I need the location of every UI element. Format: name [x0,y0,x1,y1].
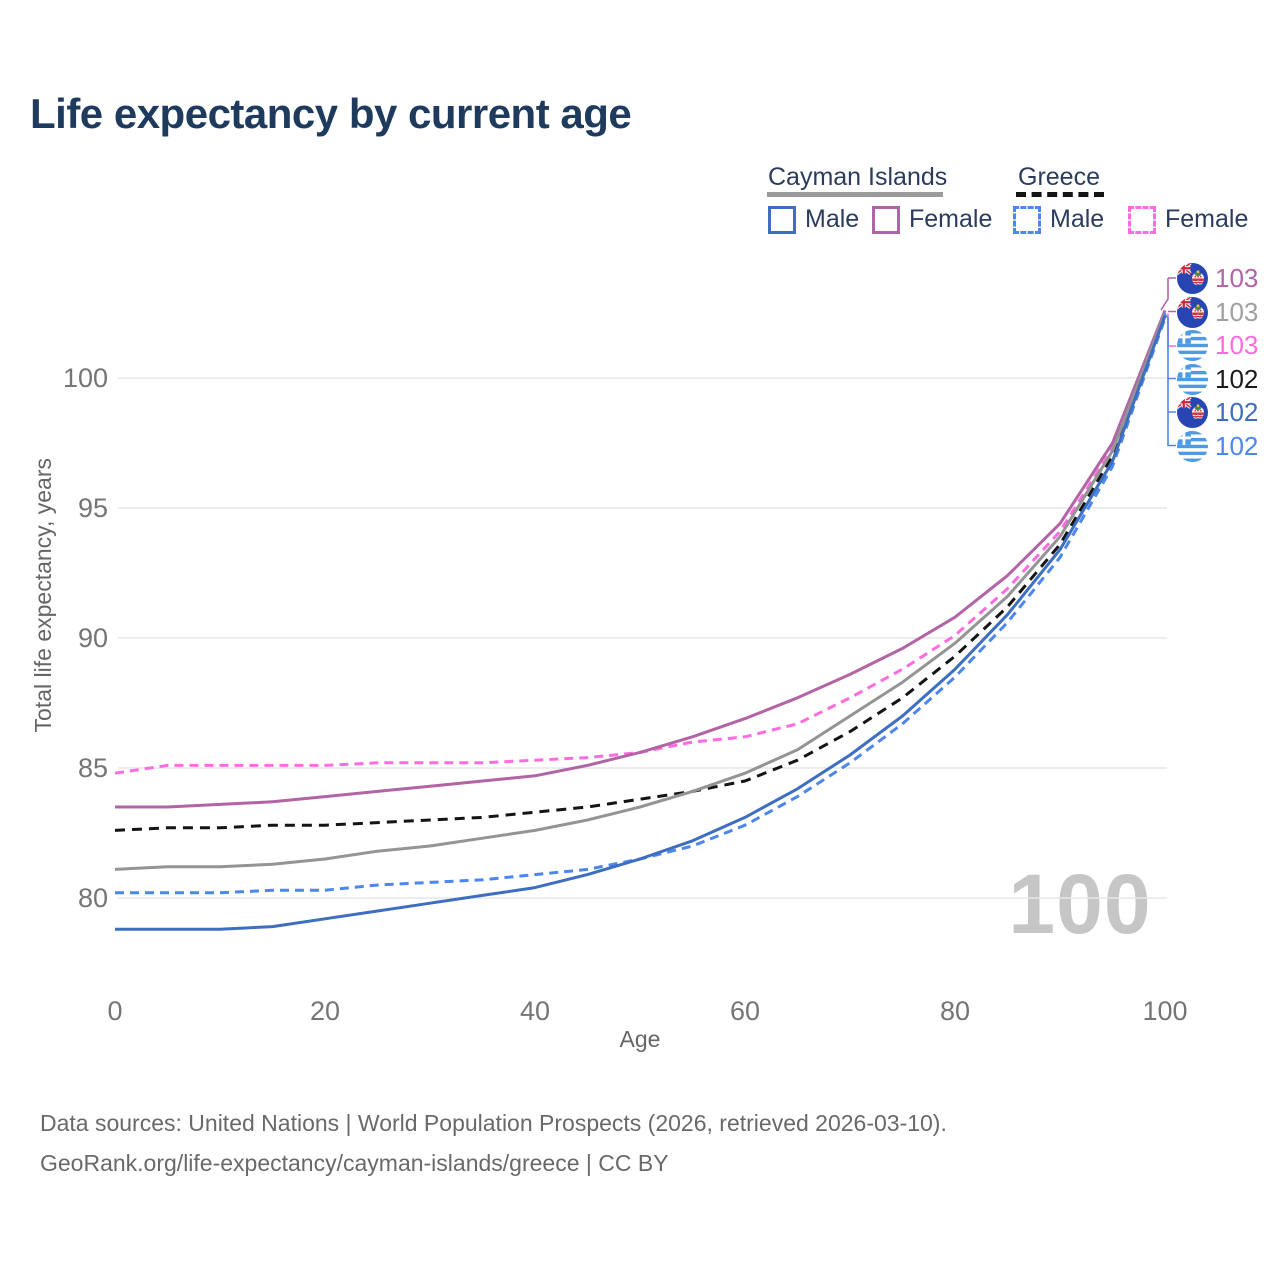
end-label-row-greece-103: 103 [1177,330,1258,361]
cayman-islands-flag-icon [1177,263,1208,294]
legend-group-cayman-islands[interactable]: Cayman Islands [768,163,948,191]
x-axis-title: Age [619,1026,661,1052]
x-tick-label-0: 0 [107,996,123,1026]
legend-item-cayman-male[interactable]: Male [768,205,859,234]
end-label-leader-line [1167,313,1176,347]
legend-swatch-greece-female [1128,205,1156,234]
legend-item-cayman-female[interactable]: Female [872,205,992,234]
footer-attribution: GeoRank.org/life-expectancy/cayman-islan… [40,1150,669,1176]
end-label-row-cayman-103: 103 [1177,263,1258,294]
x-tick-label-40: 40 [519,996,551,1026]
legend-underline-greece-dashed [1016,192,1104,197]
end-label-row-cayman-102: 102 [1177,397,1258,428]
y-tick-label-95: 95 [77,493,108,523]
end-label-value: 102 [1215,363,1259,394]
series-line-cayman-islands-male[interactable] [115,315,1167,931]
y-tick-label-80: 80 [77,883,108,913]
x-tick-label-20: 20 [309,996,341,1026]
x-tick-label-100: 100 [1142,996,1188,1026]
y-tick-label-100: 100 [62,363,108,393]
legend-group-greece[interactable]: Greece [1018,163,1100,191]
end-label-leader-line [1163,312,1176,447]
series-line-greece-total[interactable] [114,315,1167,832]
legend-underline-cayman-solid [767,192,943,197]
legend-item-label: Female [1165,205,1249,233]
legend-item-label: Male [805,205,860,233]
end-label-leader-line [1160,277,1176,313]
greece-flag-icon [1177,330,1208,361]
end-label-value: 102 [1215,430,1259,461]
cayman-islands-flag-icon [1177,296,1208,328]
series-line-cayman-islands-total[interactable] [114,312,1167,871]
legend-swatch-cayman-male [768,205,796,234]
greece-flag-icon [1177,363,1208,395]
legend-swatch-cayman-female [872,205,900,234]
series-line-cayman-islands-female[interactable] [115,309,1167,809]
age-watermark: 100 [1008,857,1152,951]
end-label-value: 103 [1215,330,1259,360]
greece-flag-icon [1177,430,1208,462]
legend-item-greece-male[interactable]: Male [1013,205,1104,234]
cayman-islands-flag-icon [1177,397,1208,428]
end-label-row-greece-102: 102 [1177,430,1259,462]
end-label-row-cayman-103: 103 [1177,296,1259,328]
y-tick-label-85: 85 [77,753,108,783]
footer-data-sources: Data sources: United Nations | World Pop… [40,1110,947,1136]
x-tick-label-80: 80 [939,996,971,1026]
page-title: Life expectancy by current age [30,90,632,137]
y-tick-label-90: 90 [77,623,108,653]
legend-item-greece-female[interactable]: Female [1128,205,1248,234]
x-tick-label-60: 60 [729,996,761,1026]
legend-item-label: Male [1050,205,1105,233]
end-label-value: 103 [1215,263,1259,293]
end-label-row-greece-102: 102 [1177,363,1259,395]
end-label-value: 102 [1215,397,1259,427]
end-label-value: 103 [1215,296,1259,327]
legend-item-label: Female [909,205,993,233]
series-line-greece-female[interactable] [114,312,1167,775]
legend-swatch-greece-male [1013,205,1041,234]
